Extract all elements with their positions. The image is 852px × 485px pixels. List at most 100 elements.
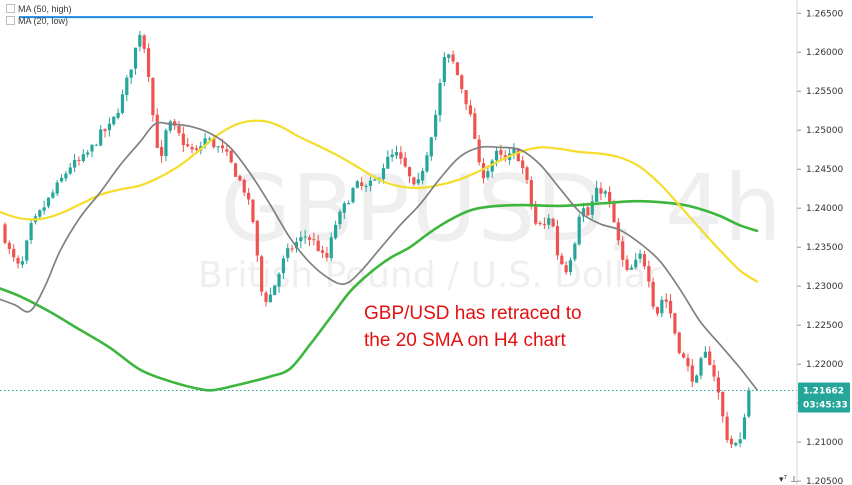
candle-bear xyxy=(7,242,11,249)
indicator-legend: MA (50, high) MA (20, low) xyxy=(6,3,72,27)
price-badges: 1.21662 03:45:33 xyxy=(798,382,850,413)
legend-label-ma-high: MA (50, high) xyxy=(18,4,72,14)
legend-swatch xyxy=(6,16,15,25)
candle-bull xyxy=(568,260,573,273)
candle-bear xyxy=(190,147,194,150)
candle-bear xyxy=(599,188,603,194)
candle-bear xyxy=(12,248,16,258)
candle-bull xyxy=(168,121,172,131)
candle-bear xyxy=(499,150,503,155)
candle-bear xyxy=(729,438,734,445)
candle-bull xyxy=(703,351,707,358)
candle-bear xyxy=(455,62,459,75)
candle-bull xyxy=(347,203,351,205)
candle-bull xyxy=(303,236,307,238)
candle-bull xyxy=(573,243,577,260)
candle-bull xyxy=(512,148,516,154)
candle-bear xyxy=(690,365,694,382)
candle-bear xyxy=(242,179,246,193)
candle-bull xyxy=(595,187,599,202)
candle-bull xyxy=(281,258,285,274)
candle-bull xyxy=(695,375,699,383)
candle-bear xyxy=(555,226,560,256)
candle-bear xyxy=(407,167,412,177)
candle-bull xyxy=(216,146,220,148)
candle-bear xyxy=(716,377,720,393)
candle-bear xyxy=(468,105,473,115)
candle-bear xyxy=(412,177,416,185)
candle-bear xyxy=(233,163,238,177)
ma-20-low-line[interactable] xyxy=(0,121,758,391)
candle-bull xyxy=(421,171,425,181)
candle-bear xyxy=(460,75,464,89)
candle-bear xyxy=(181,133,185,146)
candle-bull xyxy=(46,197,51,207)
candle-bull xyxy=(603,191,607,194)
candle-bear xyxy=(560,255,564,265)
ma-50-high-line[interactable] xyxy=(0,119,759,283)
candle-bull xyxy=(55,182,59,194)
candle-bear xyxy=(229,150,233,163)
candle-bull xyxy=(381,168,386,180)
auto-scale-icon[interactable]: ⟂ xyxy=(791,475,797,485)
candle-bull xyxy=(86,152,90,155)
candle-bear xyxy=(264,292,268,303)
scale-settings-icon[interactable]: ▾⁷ xyxy=(779,475,788,485)
candle-bear xyxy=(16,257,20,264)
watermark-description: British Pound / U.S. Dollar xyxy=(198,255,661,296)
legend-swatch xyxy=(6,4,15,13)
candle-bear xyxy=(655,307,660,314)
candle-bull xyxy=(125,77,129,95)
candle-bull xyxy=(429,137,433,157)
candle-bear xyxy=(307,237,312,240)
price-tick-label: 1.22000 xyxy=(806,360,843,370)
ma-long-line[interactable] xyxy=(0,199,759,392)
candle-bear xyxy=(360,182,364,186)
candle-bull xyxy=(634,259,638,268)
candle-bear xyxy=(477,139,481,163)
candle-bull xyxy=(364,186,368,188)
candle-bull xyxy=(99,129,103,146)
candle-bear xyxy=(186,144,190,147)
candle-bear xyxy=(651,281,655,307)
candle-bull xyxy=(577,216,581,245)
candle-bull xyxy=(390,154,394,158)
candle-bear xyxy=(529,180,533,205)
candle-bull xyxy=(434,114,438,137)
candle-bull xyxy=(738,439,742,444)
candle-bull xyxy=(120,94,125,113)
candle-bull xyxy=(299,237,303,242)
candle-bear xyxy=(564,265,568,273)
candle-bear xyxy=(255,220,259,256)
price-tick-label: 1.24500 xyxy=(806,165,843,175)
legend-item-ma-high[interactable]: MA (50, high) xyxy=(6,3,72,15)
candle-bear xyxy=(612,201,616,223)
candle-bull xyxy=(490,160,494,172)
candle-bull xyxy=(742,417,747,440)
candle-bear xyxy=(686,358,690,367)
candle-bull xyxy=(38,210,42,217)
candle-bear xyxy=(320,250,325,253)
candle-bear xyxy=(516,149,520,162)
candle-bull xyxy=(94,144,98,146)
candle-bear xyxy=(3,224,7,243)
candle-bull xyxy=(486,171,490,178)
candle-bull xyxy=(294,242,299,249)
candle-bear xyxy=(721,391,725,417)
candle-bull xyxy=(638,253,642,259)
candle-bear xyxy=(260,256,264,292)
candle-bull xyxy=(373,179,377,181)
candle-bear xyxy=(712,365,716,377)
candle-bull xyxy=(133,47,138,69)
candle-bear xyxy=(521,160,525,169)
candle-bear xyxy=(155,114,159,148)
candle-bear xyxy=(160,147,164,156)
annotation-line-2: the 20 SMA on H4 chart xyxy=(364,330,566,351)
candle-bear xyxy=(290,248,294,250)
legend-item-ma-low[interactable]: MA (20, low) xyxy=(6,15,72,27)
candle-bull xyxy=(547,218,551,225)
candle-bull xyxy=(368,180,372,186)
candle-bear xyxy=(403,157,407,167)
candle-bull xyxy=(59,177,64,182)
